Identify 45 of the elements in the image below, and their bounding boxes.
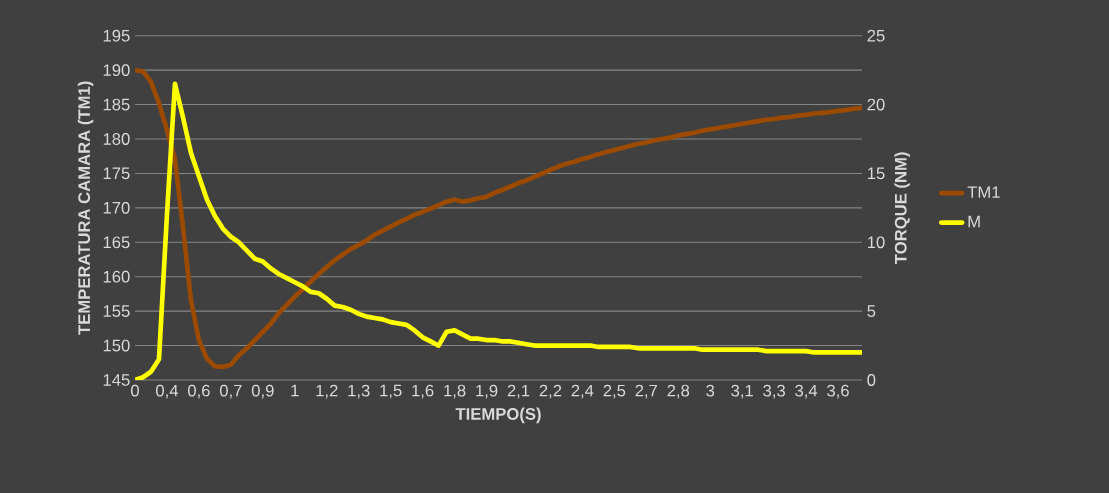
y-tick-label: 190 — [103, 64, 130, 77]
y-tick-label: 180 — [103, 133, 130, 145]
x-tick-label: 2,2 — [539, 384, 562, 399]
x-tick-label: 1 — [291, 384, 299, 397]
x-tick-label: 1,6 — [412, 384, 434, 399]
y-tick-label: 145 — [103, 374, 130, 386]
x-tick-label: 1,2 — [316, 384, 338, 399]
x-tick-label: 1,9 — [476, 384, 498, 399]
x-tick-label: 0,4 — [156, 384, 179, 399]
y-axis-title: TEMPERATURA CAMARA (TM1) — [77, 81, 94, 335]
x-tick-label: 3,1 — [731, 384, 753, 399]
x-tick-label: 0,6 — [187, 384, 210, 399]
x-tick-label: 2,7 — [635, 384, 658, 399]
x-tick-label: 2,4 — [571, 384, 594, 399]
y2-tick-label: 25 — [867, 29, 885, 42]
y-tick-label: 175 — [103, 167, 130, 180]
x-tick-label: 1,8 — [444, 384, 466, 399]
y-tick-label: 195 — [103, 29, 130, 42]
x-tick-label: 3 — [706, 384, 715, 397]
x-tick-label: 0,7 — [219, 384, 242, 399]
y2-tick-label: 20 — [867, 98, 885, 111]
y-tick-label: 165 — [103, 236, 130, 249]
x-tick-label: 3,3 — [763, 384, 785, 399]
x-tick-label: 1,5 — [380, 384, 402, 399]
x-tick-label: 2,1 — [507, 384, 530, 399]
y-tick-label: 160 — [103, 270, 130, 283]
x-tick-label: 0 — [131, 384, 139, 397]
y2-tick-label: 15 — [867, 167, 885, 180]
x-tick-label: 2,8 — [667, 384, 690, 399]
x-tick-label: 3,4 — [795, 384, 818, 399]
legend-label: M — [968, 215, 980, 228]
legend-label: TM1 — [967, 186, 1000, 198]
y2-tick-label: 10 — [867, 236, 885, 249]
y-tick-label: 150 — [103, 339, 130, 352]
y2-axis-title: TORQUE (NM) — [894, 152, 910, 264]
y2-tick-label: 5 — [867, 305, 876, 317]
x-tick-label: 1,3 — [348, 384, 370, 399]
x-tick-label: 3,6 — [827, 384, 849, 399]
y-tick-label: 170 — [103, 201, 130, 214]
y2-tick-label: 0 — [867, 374, 876, 386]
y-tick-label: 155 — [103, 305, 130, 317]
y-tick-label: 185 — [103, 98, 130, 111]
x-axis-title: TIEMPO(S) — [455, 407, 541, 424]
x-tick-label: 0,9 — [251, 384, 274, 399]
x-tick-label: 2,5 — [603, 384, 626, 399]
